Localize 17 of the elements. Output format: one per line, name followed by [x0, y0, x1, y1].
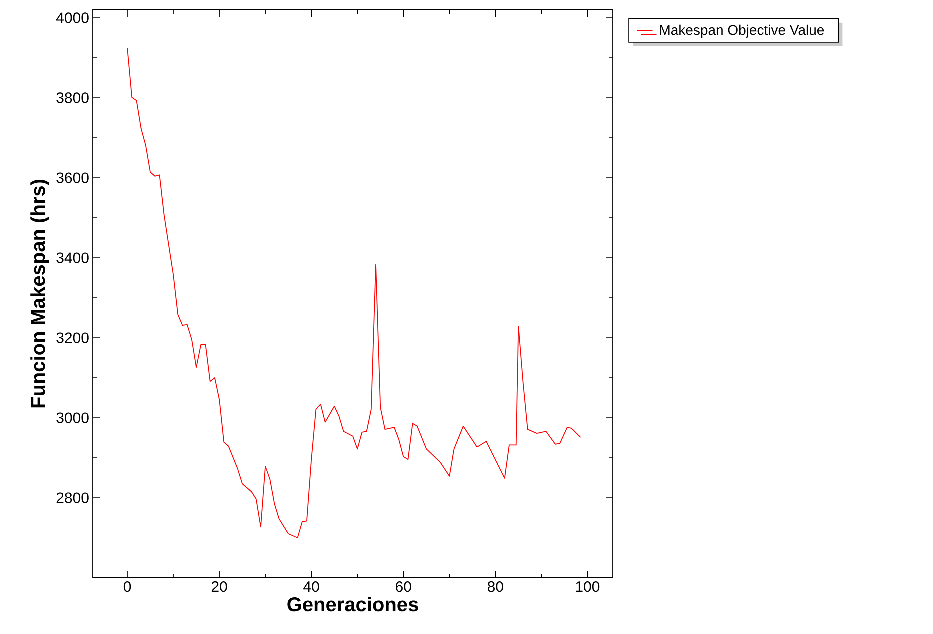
x-tick-label: 40 [304, 582, 320, 592]
x-axis-title: Generaciones [288, 596, 418, 612]
y-tick-label: 3400 [56, 252, 89, 264]
y-tick-label: 3600 [56, 172, 89, 184]
x-tick-label: 60 [396, 582, 412, 592]
y-tick-label: 4000 [56, 12, 89, 24]
legend-label: Makespan Objective Value [660, 24, 824, 38]
x-tick-label: 0 [124, 582, 132, 592]
y-axis-title: Funcion Makespan (hrs) [30, 180, 50, 408]
x-tick-label: 80 [488, 582, 504, 592]
y-tick-label: 2800 [56, 492, 89, 504]
y-tick-label: 3200 [56, 332, 89, 344]
x-tick-label: 20 [212, 582, 228, 592]
y-tick-label: 3800 [56, 92, 89, 104]
line-series [127, 48, 582, 538]
y-tick-label: 3000 [56, 412, 89, 424]
x-tick-label: 100 [576, 582, 600, 592]
